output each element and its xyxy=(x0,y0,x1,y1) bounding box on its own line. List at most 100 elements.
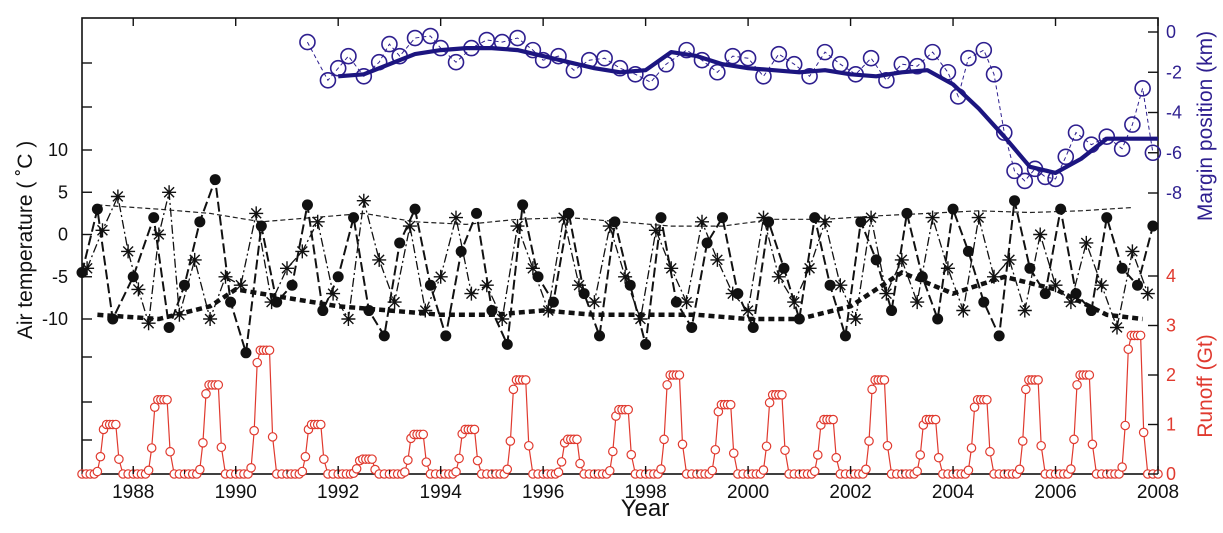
temp-star-point xyxy=(356,193,371,208)
temp-dot-point xyxy=(348,212,360,224)
temp-dot-point xyxy=(271,296,283,308)
temp-dot-point xyxy=(640,338,652,350)
temp-star-point xyxy=(648,223,663,238)
temp-dot-point xyxy=(455,245,467,257)
runoff-point xyxy=(367,454,377,464)
runoff-point xyxy=(662,380,672,390)
margin-obs-point xyxy=(1124,116,1141,133)
temp-dot-point xyxy=(76,267,88,279)
series-layer xyxy=(76,27,1163,479)
margin-obs-point xyxy=(960,49,977,67)
temp-star-point xyxy=(1017,303,1032,318)
temp-dot-point xyxy=(655,212,667,224)
runoff-point xyxy=(985,446,995,457)
temp-dot-point xyxy=(532,271,544,283)
runoff-point xyxy=(575,458,585,469)
temp-star-point xyxy=(848,312,863,326)
temp-dot-point xyxy=(501,338,513,350)
runoff-point xyxy=(864,436,874,446)
runoff-point xyxy=(809,466,820,477)
runoff-point xyxy=(114,454,124,464)
temp-star-point xyxy=(203,312,218,326)
temp-dot-point xyxy=(1085,305,1097,317)
temp-star-point xyxy=(679,295,694,310)
temp-star-point xyxy=(402,219,417,234)
temp-dot-point xyxy=(716,212,728,224)
x-tick-label: 1994 xyxy=(420,482,463,503)
runoff-point xyxy=(451,466,461,477)
temp-star-point xyxy=(633,312,648,326)
runoff-point xyxy=(421,457,432,467)
runoff-point xyxy=(213,380,224,390)
margin-obs-point xyxy=(509,29,526,47)
runoff-point xyxy=(674,370,685,380)
temp-dot-point xyxy=(209,174,221,186)
runoff-point xyxy=(165,446,175,457)
margin-obs-point xyxy=(1144,144,1162,162)
runoff-point xyxy=(399,467,410,477)
runoff-point xyxy=(1117,462,1127,472)
temp-dot-point xyxy=(978,296,990,308)
x-axis-label: Year xyxy=(621,495,670,522)
margin-obs-point xyxy=(1113,140,1131,158)
temp-star-point xyxy=(971,210,986,225)
temp-star-point xyxy=(710,252,725,267)
runoff-point xyxy=(728,448,739,459)
runoff-point xyxy=(780,445,790,456)
margin-obs-point xyxy=(801,67,818,85)
runoff-tick-label: 0 xyxy=(1166,464,1176,484)
margin-tick-label: 0 xyxy=(1166,22,1176,42)
runoff-point xyxy=(608,446,618,457)
temp-star-point xyxy=(121,244,136,259)
runoff-point xyxy=(1014,464,1025,475)
runoff-point xyxy=(915,450,926,460)
temperature-tick-label: 10 xyxy=(48,140,68,160)
runoff-point xyxy=(523,440,534,451)
runoff-point xyxy=(454,453,464,464)
runoff-point xyxy=(201,389,211,399)
runoff-point xyxy=(95,451,106,462)
runoff-point xyxy=(319,454,329,464)
temp-star-point xyxy=(218,269,233,284)
runoff-point xyxy=(930,414,941,425)
temp-star-point xyxy=(956,303,971,318)
temp-star-point xyxy=(1048,278,1063,293)
runoff-point xyxy=(92,466,103,477)
margin-obs-point xyxy=(924,43,941,61)
temp-dot-point xyxy=(471,207,483,219)
runoff-point xyxy=(812,450,823,460)
runoff-point xyxy=(626,449,637,460)
temp-star-point xyxy=(925,210,940,225)
temp-annual-mean-line xyxy=(97,269,1143,322)
temp-dot-point xyxy=(394,237,406,249)
margin-obs-point xyxy=(381,35,398,53)
margin-obs-point xyxy=(995,124,1013,141)
temp-star-point xyxy=(162,185,177,200)
temp-dot-point xyxy=(286,279,298,291)
temp-dot-point xyxy=(1101,212,1113,224)
temp-dot-point xyxy=(839,330,851,342)
margin-obs-point xyxy=(816,43,834,61)
runoff-point xyxy=(677,439,688,450)
margin-obs-point xyxy=(975,41,993,59)
runoff-tick-label: 2 xyxy=(1166,365,1176,385)
runoff-point xyxy=(472,455,483,466)
temp-star-point xyxy=(940,261,955,276)
margin-smooth-line xyxy=(338,46,1158,175)
temp-dot-point xyxy=(824,279,836,291)
temp-star-point xyxy=(110,189,125,204)
runoff-point xyxy=(982,394,992,405)
margin-obs-point xyxy=(611,59,629,77)
temp-star-point xyxy=(418,303,433,318)
runoff-point xyxy=(1036,440,1046,451)
runoff-point xyxy=(777,389,787,400)
temp-dot-point xyxy=(547,296,559,308)
x-tick-label: 1988 xyxy=(112,482,154,503)
temp-star-point xyxy=(141,316,156,331)
temp-star-point xyxy=(1125,244,1140,259)
margin-tick-label: -4 xyxy=(1166,103,1182,123)
temp-star-point xyxy=(541,303,556,318)
temp-dot-point xyxy=(1070,288,1082,300)
runoff-point xyxy=(828,414,838,425)
runoff-point xyxy=(1033,375,1043,385)
